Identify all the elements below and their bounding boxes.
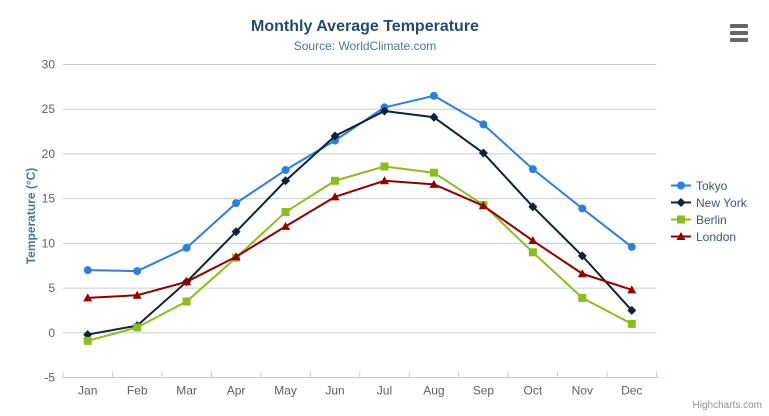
legend-label: London — [696, 229, 737, 244]
data-point-tokyo[interactable] — [479, 120, 488, 129]
credits-link[interactable]: Highcharts.com — [692, 400, 762, 411]
y-axis-tick-label: -5 — [44, 371, 55, 385]
data-point-new-york[interactable] — [330, 131, 340, 141]
x-axis-label: Dec — [621, 384, 642, 398]
data-point-new-york[interactable] — [379, 106, 389, 116]
hamburger-menu-icon — [730, 24, 748, 28]
legend-marker[interactable] — [677, 181, 685, 190]
data-point-london[interactable] — [132, 290, 142, 299]
x-axis-label: Jul — [377, 384, 392, 398]
series-line-berlin[interactable] — [87, 165, 633, 342]
data-point-london[interactable] — [627, 285, 637, 294]
chart-subtitle: Source: WorldClimate.com — [293, 39, 437, 53]
y-axis-tick-label: 10 — [42, 236, 56, 250]
data-point-berlin[interactable] — [83, 336, 92, 345]
legend-label: New York — [696, 195, 747, 210]
chart-title: Monthly Average Temperature — [251, 18, 479, 35]
y-axis-tick-label: 20 — [42, 147, 56, 161]
data-point-berlin[interactable] — [380, 162, 389, 171]
data-point-tokyo[interactable] — [528, 165, 537, 174]
legend-item-london[interactable]: London — [671, 228, 747, 245]
x-axis-label: Jan — [78, 384, 97, 398]
legend-marker-square-icon — [671, 215, 691, 224]
data-point-tokyo[interactable] — [429, 91, 438, 100]
x-axis-label: Feb — [127, 384, 148, 398]
data-point-tokyo[interactable] — [182, 243, 191, 252]
data-point-new-york[interactable] — [83, 330, 93, 340]
data-point-new-york[interactable] — [281, 176, 291, 186]
x-axis-label: Nov — [572, 384, 593, 398]
data-point-london[interactable] — [83, 293, 93, 302]
data-point-london[interactable] — [379, 176, 389, 185]
data-point-berlin[interactable] — [281, 208, 290, 217]
data-point-london[interactable] — [528, 236, 538, 245]
data-point-london[interactable] — [429, 179, 439, 188]
context-menu-button[interactable] — [728, 22, 750, 44]
data-point-berlin[interactable] — [627, 319, 636, 328]
data-point-new-york[interactable] — [231, 227, 241, 237]
x-axis-label: Apr — [227, 384, 246, 398]
data-point-tokyo[interactable] — [578, 204, 587, 213]
legend-item-tokyo[interactable]: Tokyo — [671, 177, 747, 194]
x-axis-label: Oct — [524, 384, 543, 398]
data-point-tokyo[interactable] — [83, 266, 92, 275]
series-line-new-york[interactable] — [87, 110, 633, 336]
series-line-tokyo[interactable] — [87, 94, 633, 273]
data-point-new-york[interactable] — [478, 148, 488, 158]
data-point-tokyo[interactable] — [627, 242, 636, 251]
data-point-tokyo[interactable] — [281, 166, 290, 175]
legend-marker-circle-icon — [671, 181, 691, 190]
legend-label: Berlin — [696, 212, 727, 227]
data-point-london[interactable] — [231, 252, 241, 261]
hamburger-menu-icon — [730, 38, 748, 42]
data-point-new-york[interactable] — [627, 305, 637, 315]
x-axis-label: Mar — [176, 384, 197, 398]
legend-marker-diamond-icon — [671, 198, 691, 207]
data-point-berlin[interactable] — [133, 323, 142, 332]
data-point-berlin[interactable] — [331, 176, 340, 185]
y-axis-tick-label: 5 — [48, 281, 55, 295]
data-point-berlin[interactable] — [578, 293, 587, 302]
data-point-new-york[interactable] — [577, 251, 587, 261]
hamburger-menu-icon — [730, 31, 748, 35]
y-axis-tick-label: 15 — [42, 192, 56, 206]
y-axis-tick-label: 30 — [42, 58, 56, 72]
legend-marker[interactable] — [676, 198, 686, 207]
legend-item-new-york[interactable]: New York — [671, 194, 747, 211]
y-axis-tick-label: 25 — [42, 102, 56, 116]
x-axis-label: May — [274, 384, 297, 398]
y-axis-tick-label: 0 — [48, 326, 55, 340]
data-point-berlin[interactable] — [429, 168, 438, 177]
data-point-london[interactable] — [281, 221, 291, 230]
data-point-berlin[interactable] — [182, 297, 191, 306]
data-point-new-york[interactable] — [429, 112, 439, 122]
data-point-tokyo[interactable] — [133, 267, 142, 276]
data-point-london[interactable] — [182, 277, 192, 286]
legend-item-berlin[interactable]: Berlin — [671, 211, 747, 228]
data-point-tokyo[interactable] — [232, 199, 241, 208]
legend-marker[interactable] — [676, 232, 686, 240]
x-axis-label: Jun — [325, 384, 344, 398]
series-line-london[interactable] — [87, 179, 633, 299]
x-axis-label: Aug — [423, 384, 444, 398]
data-point-london[interactable] — [478, 201, 488, 210]
x-axis-label: Sep — [473, 384, 495, 398]
legend-label: Tokyo — [696, 178, 728, 193]
data-point-london[interactable] — [577, 269, 587, 278]
data-point-berlin[interactable] — [528, 248, 537, 257]
data-point-new-york[interactable] — [528, 202, 538, 212]
legend-marker[interactable] — [677, 215, 685, 224]
legend: Tokyo New York Berlin London — [671, 177, 747, 245]
legend-marker-triangle-icon — [671, 232, 691, 240]
data-point-london[interactable] — [330, 192, 340, 201]
